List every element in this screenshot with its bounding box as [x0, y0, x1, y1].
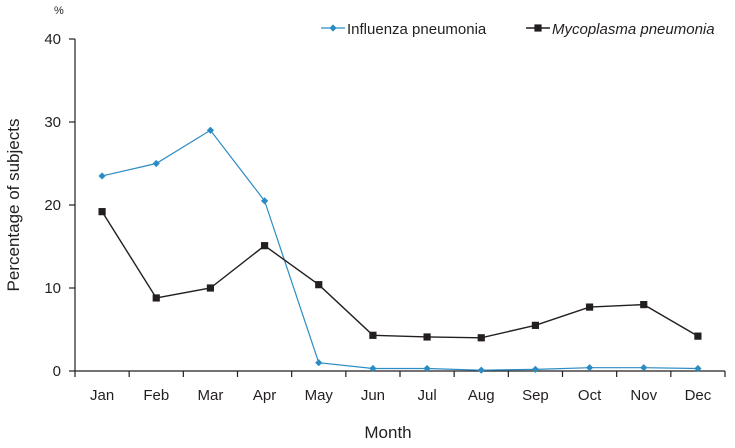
series-group	[98, 126, 702, 374]
legend-label-influenza: Influenza pneumonia	[347, 21, 487, 38]
data-point-mycoplasma	[98, 208, 106, 216]
series-line-influenza	[101, 129, 698, 371]
data-point-influenza	[260, 197, 269, 205]
y-axis-title: Percentage of subjects	[4, 119, 23, 292]
data-point-influenza	[152, 159, 160, 168]
data-point-mycoplasma	[423, 333, 431, 341]
data-point-influenza	[206, 126, 215, 134]
y-tick-label: 0	[53, 363, 61, 380]
y-tick-label: 20	[44, 197, 61, 214]
data-point-influenza	[369, 364, 377, 373]
x-tick-label: Feb	[143, 387, 169, 404]
data-point-mycoplasma	[369, 331, 377, 339]
data-point-mycoplasma	[315, 281, 323, 289]
data-point-influenza	[585, 364, 594, 372]
x-tick-label: Aug	[468, 387, 495, 404]
x-tick-label: Jan	[90, 387, 114, 404]
y-ticks: 0 10 20 30 40	[44, 31, 75, 380]
data-point-mycoplasma	[531, 321, 540, 329]
data-point-influenza	[423, 364, 431, 373]
y-tick-label: 10	[44, 280, 61, 297]
legend-marker-mycoplasma	[534, 24, 542, 32]
data-point-influenza	[477, 366, 485, 374]
x-tick-label: Mar	[197, 387, 223, 404]
legend-item-influenza: Influenza pneumonia	[321, 21, 487, 38]
x-tick-label: Jul	[417, 387, 436, 404]
x-tick-label: Sep	[522, 387, 549, 404]
data-point-mycoplasma	[206, 284, 215, 292]
x-tick-label: Dec	[685, 387, 712, 404]
x-tick-label: Jun	[361, 387, 385, 404]
data-point-mycoplasma	[585, 303, 594, 311]
x-axis-title: Month	[364, 423, 411, 442]
data-point-influenza	[640, 364, 648, 372]
data-point-mycoplasma	[260, 242, 269, 250]
x-ticks: Jan Feb Mar Apr May Jun Jul Aug Sep Oct Nov Dec	[74, 371, 726, 404]
x-tick-label: Nov	[630, 387, 657, 404]
series-line-mycoplasma	[101, 211, 699, 339]
data-point-influenza	[98, 172, 106, 180]
data-point-influenza	[531, 365, 540, 373]
x-tick-label: May	[305, 387, 334, 404]
data-point-mycoplasma	[694, 332, 702, 340]
y-tick-label: 30	[44, 114, 61, 131]
data-point-mycoplasma	[477, 334, 485, 342]
data-point-influenza	[315, 359, 323, 367]
y-tick-label: 40	[44, 31, 61, 48]
legend-item-mycoplasma: Mycoplasma pneumonia	[526, 21, 715, 38]
legend-label-mycoplasma: Mycoplasma pneumonia	[552, 21, 715, 38]
legend-marker-influenza	[329, 24, 337, 32]
data-point-mycoplasma	[152, 294, 160, 302]
axes	[74, 39, 725, 372]
x-tick-label: Apr	[253, 387, 276, 404]
y-unit-label: %	[54, 5, 64, 17]
data-point-mycoplasma	[640, 301, 648, 309]
x-tick-label: Oct	[578, 387, 602, 404]
legend: Influenza pneumonia Mycoplasma pneumonia	[321, 21, 715, 38]
data-point-influenza	[694, 364, 702, 373]
